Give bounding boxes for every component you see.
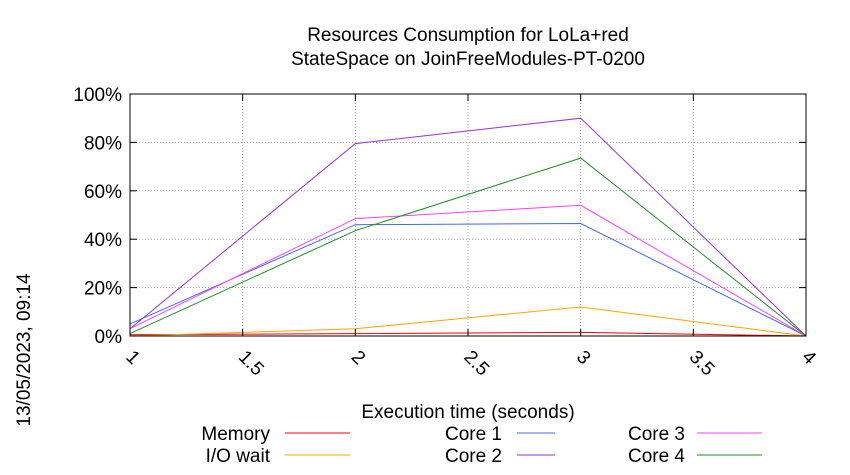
chart-title: Resources Consumption for LoLa+red [307,25,629,46]
legend-label: I/O wait [206,446,271,467]
x-tick-label: 1 [121,347,143,369]
y-tick-label: 60% [84,182,122,203]
x-axis: 1 1.5 2 2.5 3 3.5 4 [121,94,820,380]
legend-label: Memory [201,424,270,445]
x-tick-label: 3.5 [685,347,719,381]
x-tick-label: 2.5 [459,347,493,381]
series-line-core-1 [129,222,807,337]
series-line-core-4 [129,157,807,337]
y-axis: 0% 20% 40% 60% 80% 100% [73,85,806,348]
series-lines [129,117,807,337]
y-tick-label: 40% [84,230,122,251]
y-tick-label: 20% [84,279,122,300]
x-tick-label: 1.5 [234,347,268,381]
y-tick-label: 0% [95,327,123,348]
legend-label: Core 4 [628,446,685,467]
y-tick-label: 100% [73,85,122,106]
x-axis-label: Execution time (seconds) [361,402,574,423]
legend-label: Core 2 [445,446,502,467]
legend-label: Core 3 [628,424,685,445]
chart-subtitle: StateSpace on JoinFreeModules-PT-0200 [291,49,645,70]
grid [130,94,806,336]
x-tick-label: 3 [572,347,594,369]
series-line-core-2 [129,117,807,337]
series-line-core-3 [129,204,807,337]
legend-label: Core 1 [445,424,502,445]
y-tick-label: 80% [84,133,122,154]
x-tick-label: 4 [797,347,820,370]
timestamp: 13/05/2023, 09:14 [14,273,35,427]
x-tick-label: 2 [347,347,369,369]
